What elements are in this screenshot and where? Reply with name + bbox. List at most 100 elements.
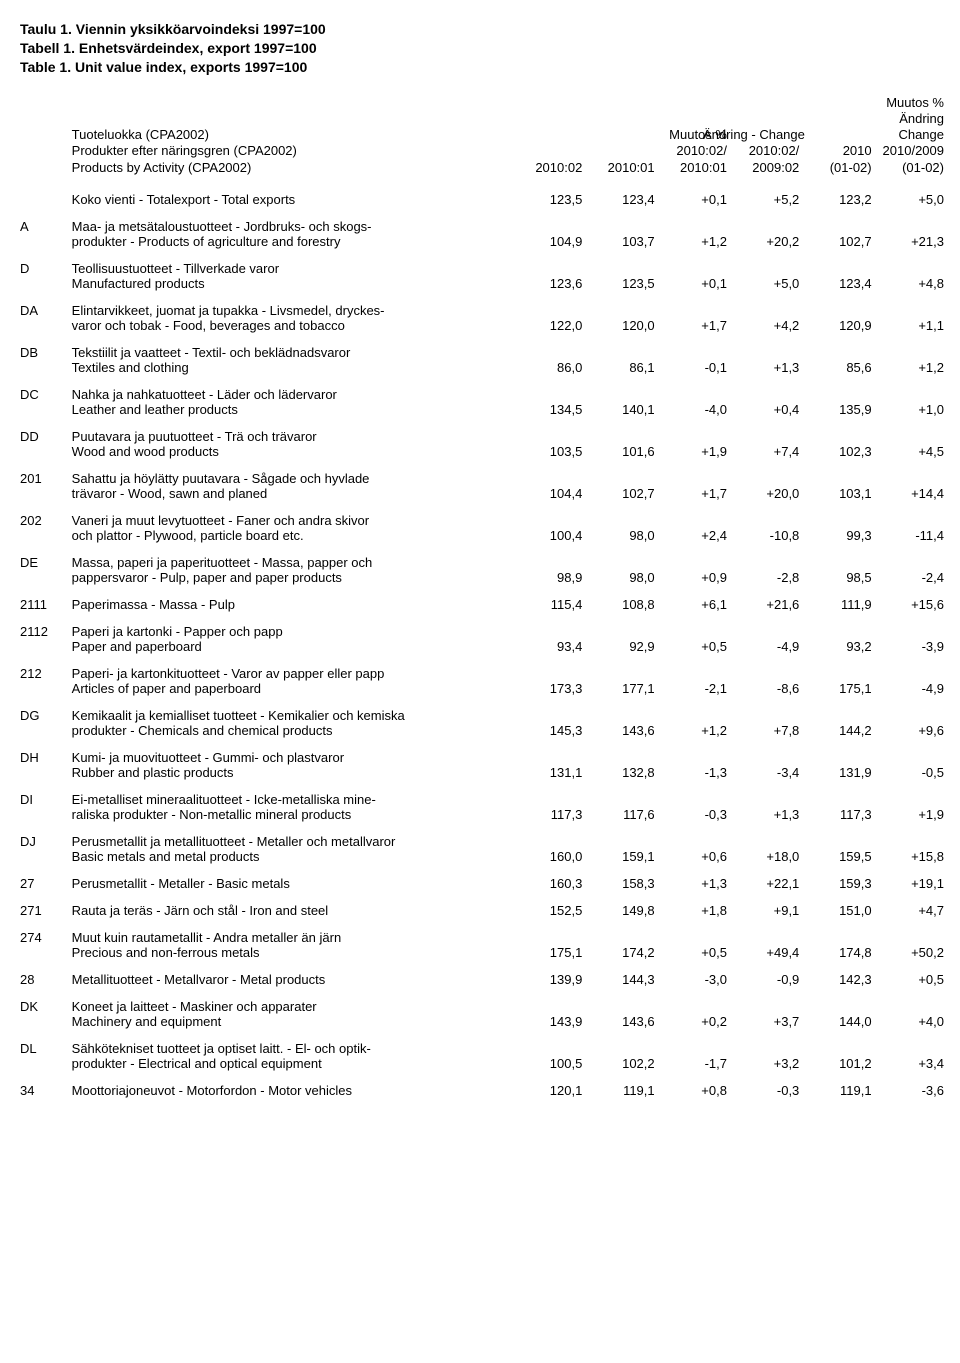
row-value bbox=[805, 375, 877, 402]
row-code bbox=[20, 765, 72, 780]
row-value: +5,0 bbox=[733, 276, 805, 291]
data-table: Muutos % Ändring Tuoteluokka (CPA2002) M… bbox=[20, 95, 950, 1098]
row-value: 93,4 bbox=[516, 639, 588, 654]
row-value bbox=[661, 375, 733, 402]
row-value: -3,9 bbox=[878, 639, 950, 654]
row-value bbox=[733, 822, 805, 849]
row-value: 98,0 bbox=[588, 570, 660, 585]
row-value: 131,9 bbox=[805, 765, 877, 780]
row-value: 100,4 bbox=[516, 528, 588, 543]
row-value: -1,7 bbox=[661, 1056, 733, 1071]
row-value bbox=[733, 543, 805, 570]
row-value: +49,4 bbox=[733, 945, 805, 960]
row-value: 86,1 bbox=[588, 360, 660, 375]
row-value bbox=[661, 207, 733, 234]
table-row: 34Moottoriajoneuvot - Motorfordon - Moto… bbox=[20, 1071, 950, 1098]
table-row: 202Vaneri ja muut levytuotteet - Faner o… bbox=[20, 501, 950, 528]
row-label: Massa, paperi ja paperituotteet - Massa,… bbox=[72, 543, 516, 570]
row-value bbox=[733, 612, 805, 639]
row-value: 144,3 bbox=[588, 960, 660, 987]
row-value: 92,9 bbox=[588, 639, 660, 654]
row-value: +0,5 bbox=[661, 639, 733, 654]
row-value: +0,9 bbox=[661, 570, 733, 585]
row-value bbox=[805, 612, 877, 639]
table-row: 28Metallituotteet - Metallvaror - Metal … bbox=[20, 960, 950, 987]
row-value bbox=[805, 543, 877, 570]
row-value: 102,7 bbox=[805, 234, 877, 249]
row-value: 119,1 bbox=[588, 1071, 660, 1098]
row-value bbox=[588, 918, 660, 945]
table-row: 27Perusmetallit - Metaller - Basic metal… bbox=[20, 864, 950, 891]
row-value: 117,3 bbox=[805, 807, 877, 822]
hdr-c2-r3: 2010:01 bbox=[588, 160, 660, 176]
row-code: 212 bbox=[20, 654, 72, 681]
row-value bbox=[878, 249, 950, 276]
row-label: Kumi- ja muovituotteet - Gummi- och plas… bbox=[72, 738, 516, 765]
row-value bbox=[661, 249, 733, 276]
row-value: +2,4 bbox=[661, 528, 733, 543]
table-row: produkter - Electrical and optical equip… bbox=[20, 1056, 950, 1071]
row-value: +4,7 bbox=[878, 891, 950, 918]
row-value bbox=[516, 417, 588, 444]
row-code bbox=[20, 360, 72, 375]
hdr-c3-r3: 2010:01 bbox=[661, 160, 733, 176]
row-code bbox=[20, 1056, 72, 1071]
row-value bbox=[733, 696, 805, 723]
row-value: -3,0 bbox=[661, 960, 733, 987]
row-value bbox=[588, 249, 660, 276]
row-value: 120,0 bbox=[588, 318, 660, 333]
row-value bbox=[733, 654, 805, 681]
row-code: DC bbox=[20, 375, 72, 402]
row-value: +19,1 bbox=[878, 864, 950, 891]
table-titles: Taulu 1. Viennin yksikköarvoindeksi 1997… bbox=[20, 20, 950, 77]
hdr-c6-r0b: Ändring bbox=[878, 111, 950, 127]
row-code: 202 bbox=[20, 501, 72, 528]
row-value bbox=[878, 1029, 950, 1056]
row-value: +1,2 bbox=[661, 723, 733, 738]
table-row: 2111Paperimassa - Massa - Pulp115,4108,8… bbox=[20, 585, 950, 612]
table-row: produkter - Products of agriculture and … bbox=[20, 234, 950, 249]
row-value: 143,9 bbox=[516, 1014, 588, 1029]
row-value bbox=[878, 780, 950, 807]
row-value: +7,4 bbox=[733, 444, 805, 459]
row-code bbox=[20, 176, 72, 207]
table-row: AMaa- ja metsätaloustuotteet - Jordbruks… bbox=[20, 207, 950, 234]
row-value bbox=[878, 543, 950, 570]
row-value bbox=[588, 987, 660, 1014]
row-value: 144,2 bbox=[805, 723, 877, 738]
row-value: +0,2 bbox=[661, 1014, 733, 1029]
row-value: +1,3 bbox=[661, 864, 733, 891]
row-value bbox=[878, 207, 950, 234]
row-code: DD bbox=[20, 417, 72, 444]
row-code bbox=[20, 681, 72, 696]
row-value bbox=[516, 780, 588, 807]
row-value: +3,7 bbox=[733, 1014, 805, 1029]
row-value bbox=[661, 291, 733, 318]
row-code bbox=[20, 723, 72, 738]
row-label: produkter - Electrical and optical equip… bbox=[72, 1056, 516, 1071]
row-value bbox=[588, 459, 660, 486]
hdr-left-2: Produkter efter näringsgren (CPA2002) bbox=[72, 143, 516, 159]
row-label: Teollisuustuotteet - Tillverkade varor bbox=[72, 249, 516, 276]
row-value: +4,2 bbox=[733, 318, 805, 333]
row-value bbox=[878, 738, 950, 765]
row-value: +0,5 bbox=[661, 945, 733, 960]
row-value bbox=[661, 501, 733, 528]
row-value bbox=[588, 612, 660, 639]
row-value: +1,8 bbox=[661, 891, 733, 918]
table-row: DAElintarvikkeet, juomat ja tupakka - Li… bbox=[20, 291, 950, 318]
row-value: 98,0 bbox=[588, 528, 660, 543]
row-value: 139,9 bbox=[516, 960, 588, 987]
row-value bbox=[661, 780, 733, 807]
row-value bbox=[878, 918, 950, 945]
row-value: +50,2 bbox=[878, 945, 950, 960]
row-value bbox=[661, 918, 733, 945]
row-value bbox=[733, 918, 805, 945]
row-value: 140,1 bbox=[588, 402, 660, 417]
table-row: 274Muut kuin rautametallit - Andra metal… bbox=[20, 918, 950, 945]
row-code: DE bbox=[20, 543, 72, 570]
row-code bbox=[20, 528, 72, 543]
row-label: Manufactured products bbox=[72, 276, 516, 291]
row-value bbox=[516, 612, 588, 639]
row-value bbox=[878, 654, 950, 681]
